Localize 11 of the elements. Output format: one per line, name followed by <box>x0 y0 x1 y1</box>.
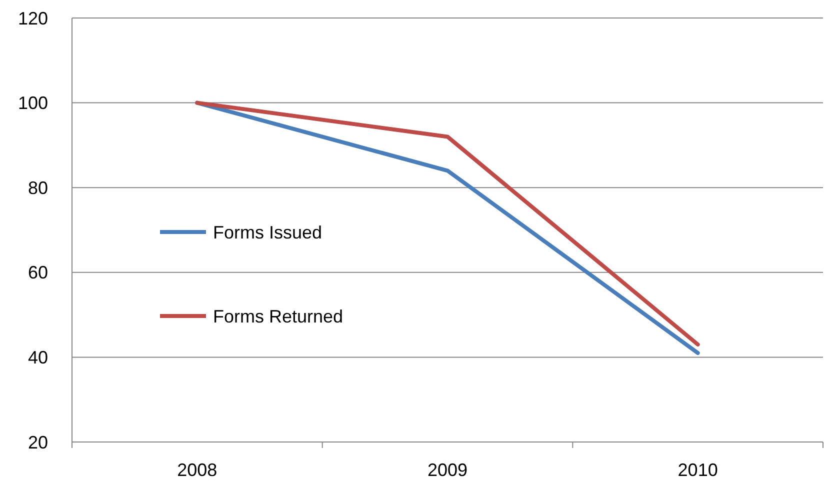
y-tick-label: 40 <box>28 348 48 368</box>
y-tick-label: 20 <box>28 432 48 452</box>
x-tick-label: 2008 <box>177 460 218 480</box>
y-tick-label: 120 <box>18 8 48 28</box>
x-tick-label: 2010 <box>678 460 718 480</box>
legend-label: Forms Returned <box>213 306 344 326</box>
y-tick-label: 60 <box>28 262 48 283</box>
x-tick-label: 2009 <box>427 460 468 480</box>
y-tick-label: 100 <box>18 93 48 114</box>
y-tick-label: 80 <box>28 178 48 198</box>
legend-label: Forms Issued <box>213 222 322 242</box>
